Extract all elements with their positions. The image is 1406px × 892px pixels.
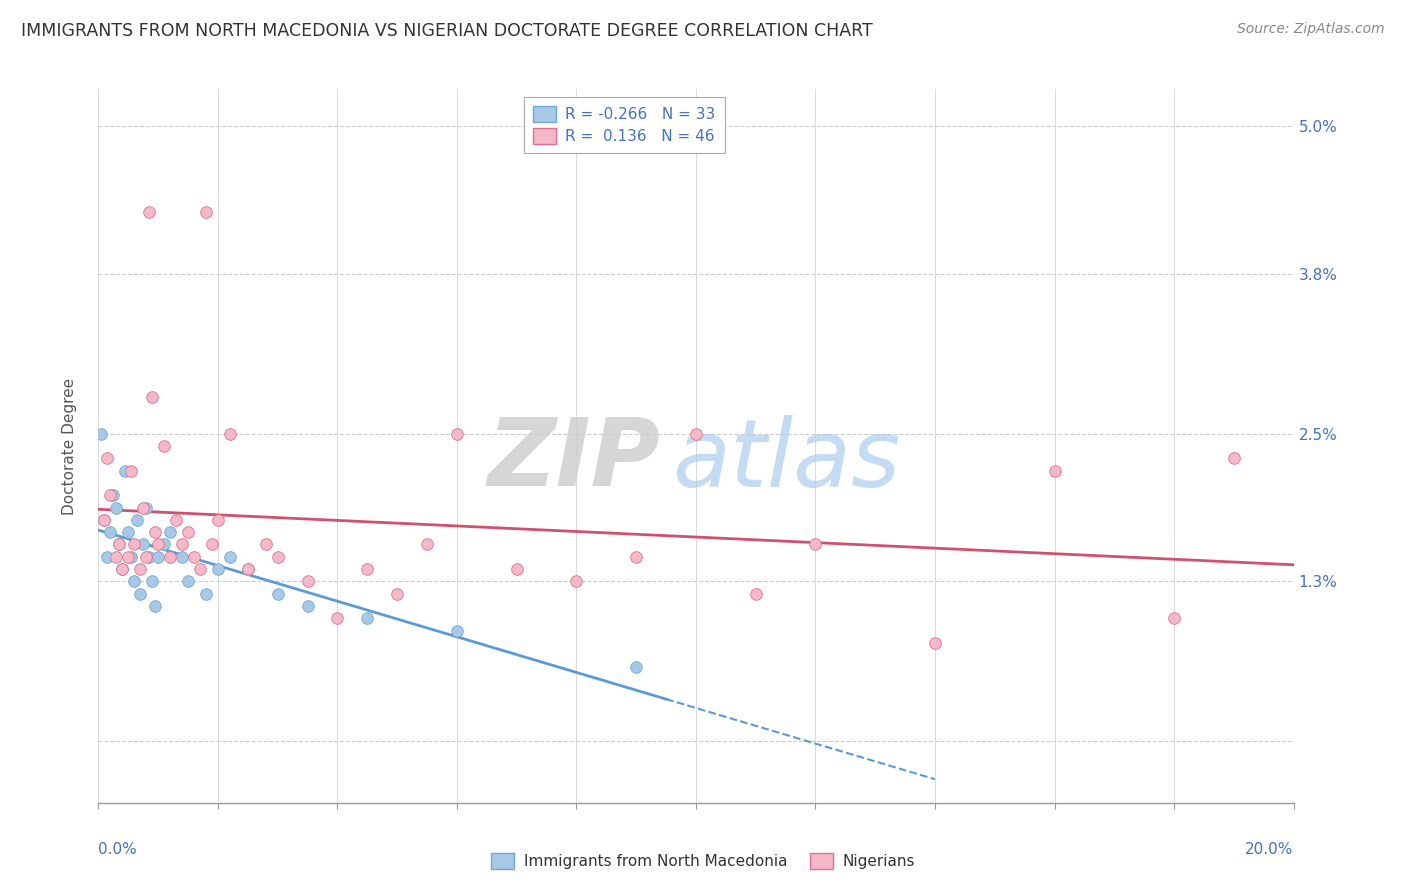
Point	[924, 636, 946, 650]
Point	[93, 513, 115, 527]
Point	[1163, 611, 1185, 625]
Point	[105, 549, 128, 564]
Point	[127, 513, 149, 527]
Point	[124, 537, 146, 551]
Point	[626, 660, 648, 674]
Point	[201, 537, 224, 551]
Point	[1223, 451, 1246, 466]
Point	[138, 205, 160, 219]
Point	[416, 537, 439, 551]
Point	[159, 525, 181, 540]
Point	[141, 574, 163, 589]
Y-axis label: Doctorate Degree: Doctorate Degree	[62, 377, 77, 515]
Point	[135, 549, 157, 564]
Point	[96, 549, 118, 564]
Point	[267, 549, 290, 564]
Point	[506, 562, 529, 576]
Point	[1043, 464, 1066, 478]
Point	[103, 488, 125, 502]
Point	[254, 537, 277, 551]
Point	[297, 574, 319, 589]
Text: IMMIGRANTS FROM NORTH MACEDONIA VS NIGERIAN DOCTORATE DEGREE CORRELATION CHART: IMMIGRANTS FROM NORTH MACEDONIA VS NIGER…	[21, 22, 873, 40]
Point	[356, 562, 378, 576]
Point	[132, 537, 155, 551]
Point	[804, 537, 827, 551]
Point	[120, 464, 142, 478]
Point	[356, 611, 378, 625]
Point	[93, 513, 115, 527]
Point	[446, 426, 468, 441]
Point	[138, 549, 160, 564]
Point	[565, 574, 588, 589]
Legend: R = -0.266   N = 33, R =  0.136   N = 46: R = -0.266 N = 33, R = 0.136 N = 46	[524, 97, 724, 153]
Point	[98, 525, 122, 540]
Point	[111, 562, 134, 576]
Point	[385, 587, 409, 601]
Point	[96, 451, 118, 466]
Point	[153, 439, 176, 453]
Point	[326, 611, 349, 625]
Point	[177, 574, 200, 589]
Text: 0.0%: 0.0%	[98, 842, 138, 856]
Point	[177, 525, 200, 540]
Point	[148, 549, 170, 564]
Legend: Immigrants from North Macedonia, Nigerians: Immigrants from North Macedonia, Nigeria…	[485, 847, 921, 875]
Point	[446, 624, 468, 638]
Point	[143, 599, 166, 613]
Point	[129, 562, 152, 576]
Point	[153, 537, 176, 551]
Point	[132, 500, 155, 515]
Point	[236, 562, 259, 576]
Point	[195, 205, 218, 219]
Point	[745, 587, 768, 601]
Point	[143, 525, 166, 540]
Point	[297, 599, 319, 613]
Point	[267, 587, 290, 601]
Point	[108, 537, 131, 551]
Point	[685, 426, 707, 441]
Point	[120, 549, 142, 564]
Point	[219, 426, 242, 441]
Text: Source: ZipAtlas.com: Source: ZipAtlas.com	[1237, 22, 1385, 37]
Point	[124, 574, 146, 589]
Point	[135, 500, 157, 515]
Point	[159, 549, 181, 564]
Point	[188, 562, 211, 576]
Point	[195, 587, 218, 601]
Point	[98, 488, 122, 502]
Point	[207, 562, 229, 576]
Text: 20.0%: 20.0%	[1246, 842, 1294, 856]
Point	[117, 525, 139, 540]
Point	[172, 537, 194, 551]
Point	[114, 464, 136, 478]
Point	[165, 513, 187, 527]
Point	[183, 549, 205, 564]
Point	[105, 500, 128, 515]
Point	[236, 562, 259, 576]
Point	[148, 537, 170, 551]
Point	[129, 587, 152, 601]
Point	[90, 426, 112, 441]
Point	[207, 513, 229, 527]
Point	[172, 549, 194, 564]
Text: atlas: atlas	[672, 415, 900, 506]
Point	[219, 549, 242, 564]
Point	[117, 549, 139, 564]
Point	[626, 549, 648, 564]
Point	[141, 390, 163, 404]
Point	[111, 562, 134, 576]
Point	[108, 537, 131, 551]
Text: ZIP: ZIP	[488, 414, 661, 507]
